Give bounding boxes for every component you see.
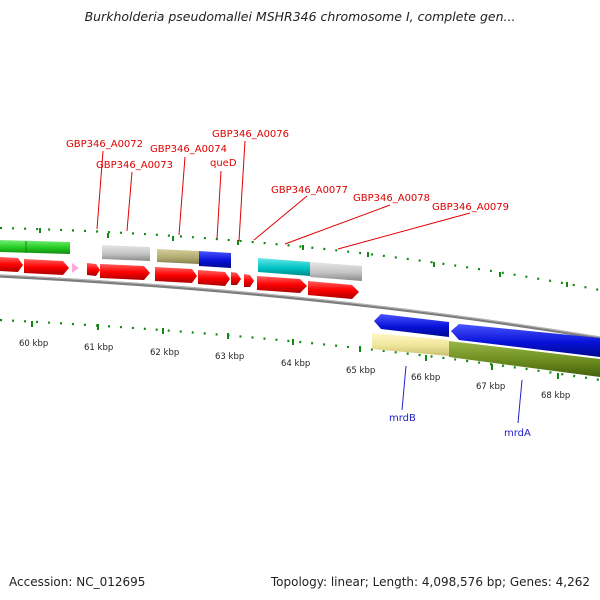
gene-label: GBP346_A0078 (353, 193, 430, 204)
gene-feature[interactable] (372, 333, 449, 356)
gene-labels-bottom: mrdB mrdA (389, 365, 531, 439)
upper-major-ticks (39, 228, 568, 287)
gene-label: GBP346_A0077 (271, 185, 348, 196)
scale-labels: 60 kbp 61 kbp 62 kbp 63 kbp 64 kbp 65 kb… (19, 339, 570, 401)
gene-labels-top: GBP346_A0072 GBP346_A0073 GBP346_A0074 q… (66, 129, 509, 250)
gene-feature[interactable] (310, 262, 362, 281)
backbone-highlight (0, 274, 600, 338)
scale-label: 65 kbp (346, 366, 375, 376)
gene-feature[interactable] (258, 258, 310, 276)
gene-track-lower[interactable] (372, 314, 600, 377)
gene-feature[interactable] (449, 341, 600, 377)
scale-label: 60 kbp (19, 339, 48, 349)
gene-label: queD (210, 158, 237, 169)
gene-label: GBP346_A0072 (66, 139, 143, 150)
gene-arrow[interactable] (257, 276, 307, 293)
scale-label: 63 kbp (215, 352, 244, 362)
gene-label: mrdA (504, 428, 531, 439)
gene-arrow[interactable] (244, 274, 254, 287)
backbone (0, 274, 600, 340)
lower-major-ticks (31, 321, 559, 379)
gene-label: GBP346_A0079 (432, 202, 509, 213)
gene-feature[interactable] (199, 251, 231, 268)
gene-arrow[interactable] (155, 267, 197, 283)
scale-label: 62 kbp (150, 348, 179, 358)
gene-arrow[interactable] (374, 314, 449, 337)
gene-feature[interactable] (102, 245, 150, 261)
genome-stats: Topology: linear; Length: 4,098,576 bp; … (270, 575, 590, 589)
accession-label: Accession: NC_012695 (9, 575, 146, 589)
gene-arrow[interactable] (308, 281, 359, 299)
gene-arrow[interactable] (24, 259, 69, 275)
gene-track-upper[interactable] (0, 240, 362, 281)
scale-label: 68 kbp (541, 391, 570, 401)
gene-arrow[interactable] (87, 263, 100, 276)
gene-label: GBP346_A0076 (212, 129, 289, 140)
gene-label: GBP346_A0074 (150, 144, 227, 155)
gene-track-red[interactable] (0, 257, 359, 299)
scale-label: 61 kbp (84, 343, 113, 353)
map-title: Burkholderia pseudomallei MSHR346 chromo… (84, 9, 516, 24)
gene-arrow[interactable] (451, 324, 600, 357)
gene-arrow[interactable] (0, 257, 23, 272)
gene-label: GBP346_A0073 (96, 160, 173, 171)
gene-feature[interactable] (157, 249, 199, 264)
gene-arrow[interactable] (231, 272, 241, 285)
scale-label: 66 kbp (411, 373, 440, 383)
gene-feature[interactable] (0, 240, 70, 254)
scale-label: 64 kbp (281, 359, 310, 369)
scale-label: 67 kbp (476, 382, 505, 392)
gene-arrow[interactable] (72, 263, 79, 273)
gene-arrow[interactable] (198, 270, 230, 286)
gene-label: mrdB (389, 413, 416, 424)
gene-arrow[interactable] (100, 264, 150, 280)
